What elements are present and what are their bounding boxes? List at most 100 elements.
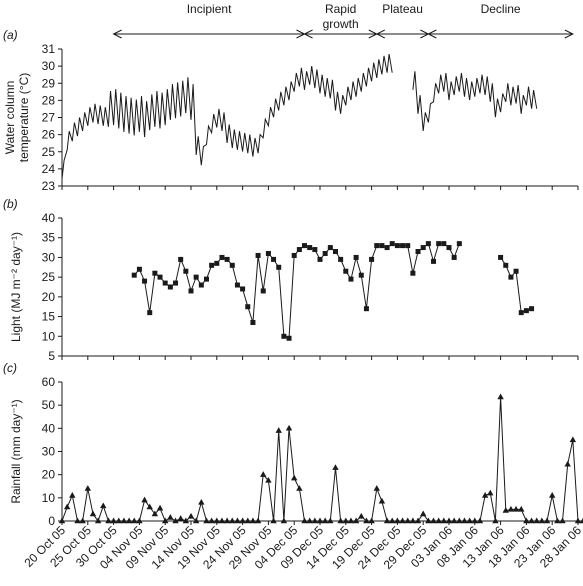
y-tick-label: 28 <box>42 93 56 107</box>
data-point-triangle <box>487 489 494 496</box>
data-point-triangle <box>218 517 226 524</box>
data-point-triangle <box>125 517 133 524</box>
data-point-square <box>255 252 261 258</box>
data-point-square <box>281 333 287 339</box>
data-point-triangle <box>507 505 515 512</box>
data-point-square <box>363 306 369 312</box>
y-tick-label: 25 <box>42 270 56 284</box>
data-point-triangle <box>291 474 298 481</box>
data-point-triangle <box>105 517 112 524</box>
data-point-triangle <box>347 517 355 524</box>
y-tick-label: 26 <box>42 128 56 142</box>
panel-a <box>58 48 579 190</box>
data-point-square <box>183 268 189 274</box>
series-line <box>133 242 460 340</box>
data-point-triangle <box>275 427 282 433</box>
data-point-triangle <box>265 476 272 483</box>
data-point-triangle <box>177 515 184 521</box>
data-point-square <box>203 276 209 282</box>
data-point-square <box>420 245 426 251</box>
y-tick-label: 15 <box>42 310 56 324</box>
panel-b <box>58 217 579 360</box>
data-point-triangle <box>523 517 530 524</box>
data-point-triangle <box>311 517 319 524</box>
data-point-triangle <box>383 517 391 524</box>
y-tick-label: 5 <box>48 349 55 363</box>
y-tick-label: 29 <box>42 76 56 90</box>
data-point-square <box>260 288 266 294</box>
data-point-triangle <box>435 517 442 524</box>
data-point-square <box>162 280 168 286</box>
data-point-square <box>379 243 385 249</box>
data-point-square <box>307 245 313 251</box>
data-point-square <box>173 280 179 286</box>
data-point-triangle <box>100 502 107 509</box>
data-point-square <box>312 247 318 253</box>
data-point-triangle <box>430 517 437 524</box>
data-point-triangle <box>394 517 401 524</box>
data-point-triangle <box>229 517 236 524</box>
y-tick-label: 40 <box>42 211 56 225</box>
y-axis-label: temperature (°C) <box>17 73 31 163</box>
data-point-triangle <box>254 517 262 524</box>
data-point-triangle <box>481 492 489 498</box>
y-tick-label: 0 <box>48 514 55 528</box>
data-point-square <box>167 284 173 290</box>
y-tick-label: 35 <box>42 231 56 245</box>
data-point-square <box>353 254 359 260</box>
data-point-square <box>152 270 158 276</box>
y-tick-label: 20 <box>42 290 56 304</box>
data-point-triangle <box>213 517 220 524</box>
data-point-triangle <box>136 517 143 524</box>
phase-label: Decline <box>481 2 521 16</box>
data-point-triangle <box>389 517 396 524</box>
data-point-square <box>276 264 282 270</box>
y-tick-label: 27 <box>42 111 56 125</box>
data-point-triangle <box>543 517 551 524</box>
series-line <box>61 54 393 179</box>
data-point-triangle <box>528 517 535 524</box>
data-point-triangle <box>182 517 190 524</box>
data-point-square <box>389 241 395 247</box>
panel-label: (c) <box>3 361 17 375</box>
series-line <box>412 71 538 131</box>
data-point-triangle <box>208 517 215 524</box>
data-point-square <box>302 243 308 249</box>
data-point-square <box>198 282 204 288</box>
data-point-square <box>436 241 442 247</box>
panel-c <box>58 381 583 525</box>
data-point-square <box>327 245 333 251</box>
data-point-triangle <box>358 512 365 519</box>
data-point-triangle <box>342 517 349 524</box>
data-point-triangle <box>352 517 360 524</box>
y-tick-label: 24 <box>42 162 56 176</box>
data-point-triangle <box>549 492 556 498</box>
data-point-triangle <box>363 517 370 524</box>
data-point-square <box>214 260 220 266</box>
data-point-square <box>131 272 137 278</box>
data-point-square <box>400 243 406 249</box>
phase-label: Incipient <box>187 2 232 16</box>
phase-arrow-left-head <box>303 29 313 39</box>
data-point-square <box>384 245 390 251</box>
y-axis-label: Rainfall (mm day⁻¹) <box>9 399 23 503</box>
y-tick-label: 50 <box>42 398 56 412</box>
data-point-triangle <box>332 464 339 470</box>
phase-3 <box>427 29 574 39</box>
data-point-square <box>265 250 271 256</box>
data-point-triangle <box>239 517 246 524</box>
y-tick-label: 10 <box>42 491 56 505</box>
panel-label: (a) <box>3 28 18 42</box>
data-point-square <box>369 256 375 262</box>
data-point-triangle <box>280 517 288 524</box>
data-point-triangle <box>445 517 453 524</box>
y-axis-label: Light (MJ m⁻² day⁻¹) <box>9 232 23 342</box>
data-point-triangle <box>466 517 473 524</box>
data-point-triangle <box>223 517 231 524</box>
data-point-square <box>523 308 529 314</box>
data-point-triangle <box>497 393 504 400</box>
data-point-triangle <box>306 517 313 524</box>
phase-2 <box>375 29 430 39</box>
data-point-square <box>286 335 292 341</box>
data-point-square <box>157 274 163 280</box>
